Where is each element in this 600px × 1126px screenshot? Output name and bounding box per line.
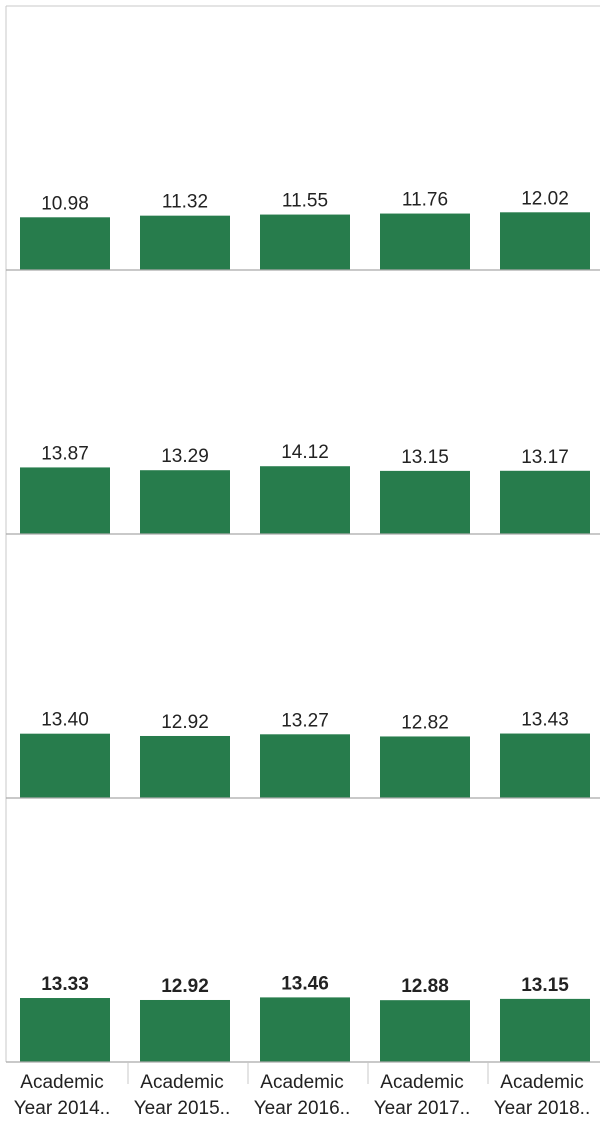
x-axis-labels: Academic Year 2014.. Academic Year 2015.. Ac… [14,1062,591,1119]
data-label-panel2-3: 14.12 [281,442,329,463]
data-label-panel1-4: 11.76 [402,190,448,211]
bar-panel4-2 [140,999,230,1062]
x-tick-label-3-2: Year 2016.. [254,1098,351,1119]
bar-panel2-5 [500,470,590,534]
data-label-panel2-2: 13.29 [161,446,209,467]
bar-panel3-3 [260,734,350,798]
bar-panel4-3 [260,997,350,1062]
data-label-panel2-5: 13.17 [521,447,569,468]
data-label-panel1-2: 11.32 [162,192,208,213]
bar-panel3-4 [380,736,470,798]
data-label-panel2-4: 13.15 [401,447,449,468]
x-tick-label-2-2: Year 2015.. [134,1098,231,1119]
x-tick-label-5-2: Year 2018.. [494,1098,591,1119]
data-label-panel3-3: 13.27 [281,710,329,731]
data-label-panel1-5: 12.02 [521,188,569,209]
bar-panel3-1 [20,733,110,798]
data-label-panel3-1: 13.40 [41,710,89,731]
bar-panel1-2 [140,215,230,270]
bar-panel2-1 [20,467,110,534]
bar-panel1-3 [260,214,350,270]
bar-panel1-4 [380,213,470,270]
data-label-panel4-3: 13.46 [281,973,329,994]
bar-panel1-5 [500,212,590,270]
data-label-panel1-3: 11.55 [282,191,328,212]
data-label-panel2-1: 13.87 [41,443,89,464]
data-label-panel3-5: 13.43 [521,710,569,731]
panel-3: 13.40 12.92 13.27 12.82 13.43 [6,710,600,799]
x-tick-label-3-1: Academic [260,1072,343,1093]
bar-panel3-2 [140,735,230,798]
bar-panel3-5 [500,733,590,798]
data-label-panel4-4: 12.88 [401,976,449,997]
data-label-panel3-4: 12.82 [401,712,449,733]
panel-2: 13.87 13.29 14.12 13.15 13.17 [6,442,600,535]
x-tick-label-4-2: Year 2017.. [374,1098,471,1119]
x-tick-label-2-1: Academic [140,1072,223,1093]
data-label-panel4-2: 12.92 [161,976,209,997]
panel-1: 10.98 11.32 11.55 11.76 12.02 [6,188,600,271]
data-label-panel1-1: 10.98 [41,193,89,214]
bar-panel2-2 [140,470,230,534]
bar-panel2-3 [260,466,350,534]
bar-panel4-1 [20,998,110,1062]
data-label-panel3-2: 12.92 [161,712,209,733]
bar-panel2-4 [380,470,470,534]
data-label-panel4-5: 13.15 [521,975,569,996]
data-label-panel4-1: 13.33 [41,974,89,995]
bar-panel1-1 [20,217,110,270]
x-tick-label-5-1: Academic [500,1072,583,1093]
bar-panel4-5 [500,998,590,1062]
bar-panel4-4 [380,1000,470,1062]
x-tick-label-1-2: Year 2014.. [14,1098,111,1119]
x-tick-label-4-1: Academic [380,1072,463,1093]
x-tick-label-1-1: Academic [20,1072,103,1093]
panel-4: 13.33 12.92 13.46 12.88 13.15 [6,973,600,1063]
